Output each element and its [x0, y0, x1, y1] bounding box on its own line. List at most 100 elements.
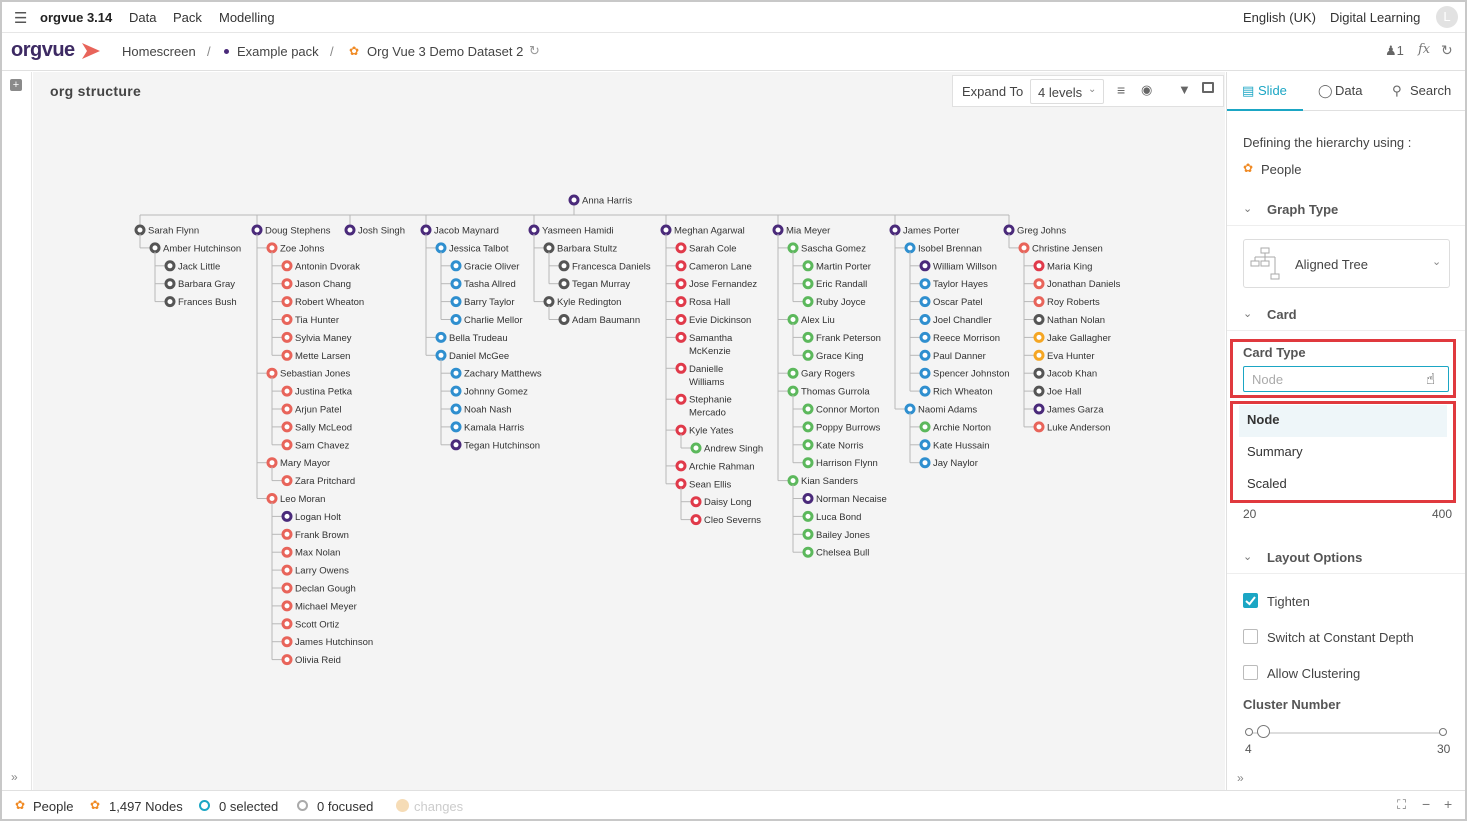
- menu-pack[interactable]: Pack: [173, 10, 202, 25]
- tree-node-scott-ortiz[interactable]: Scott Ortiz: [281, 618, 340, 630]
- tree-node-max-nolan[interactable]: Max Nolan: [281, 546, 340, 559]
- tree-node-tia-hunter[interactable]: Tia Hunter: [281, 314, 339, 326]
- tree-node-james-porter[interactable]: James Porter: [889, 224, 960, 237]
- tree-node-grace-king[interactable]: Grace King: [802, 349, 864, 362]
- tree-node-gracie-oliver[interactable]: Gracie Oliver: [450, 260, 519, 272]
- tree-node-jay-naylor[interactable]: Jay Naylor: [919, 457, 978, 469]
- breadcrumb-home[interactable]: Homescreen: [122, 44, 196, 59]
- tree-node-sean-ellis[interactable]: Sean Ellis: [675, 478, 731, 490]
- tree-node-luca-bond[interactable]: Luca Bond: [802, 510, 861, 523]
- tree-node-greg-johns[interactable]: Greg Johns: [1003, 224, 1066, 237]
- status-focused[interactable]: 0 focused: [317, 799, 374, 814]
- tree-node-leo-moran[interactable]: Leo Moran: [266, 493, 325, 505]
- card-header[interactable]: ⌄ Card: [1243, 307, 1297, 322]
- switch-depth-checkbox[interactable]: [1243, 629, 1258, 644]
- tree-node-kyle-redington[interactable]: Kyle Redington: [543, 296, 621, 308]
- tree-node-alex-liu[interactable]: Alex Liu: [787, 314, 835, 326]
- tree-node-anna-harris[interactable]: Anna Harris: [568, 194, 632, 207]
- cluster-slider-handle[interactable]: [1257, 725, 1270, 738]
- tree-node-ruby-joyce[interactable]: Ruby Joyce: [802, 296, 866, 308]
- tree-node-sylvia-maney[interactable]: Sylvia Maney: [281, 331, 352, 344]
- tree-node-adam-baumann[interactable]: Adam Baumann: [558, 314, 640, 326]
- tree-node-luke-anderson[interactable]: Luke Anderson: [1033, 421, 1110, 433]
- tree-node-charlie-mellor[interactable]: Charlie Mellor: [450, 314, 523, 326]
- hamburger-menu-icon[interactable]: ☰: [14, 10, 28, 27]
- status-selected[interactable]: 0 selected: [219, 799, 279, 814]
- tree-node-kyle-yates[interactable]: Kyle Yates: [675, 424, 734, 437]
- tree-node-tegan-hutchinson[interactable]: Tegan Hutchinson: [450, 439, 540, 451]
- tree-node-oscar-patel[interactable]: Oscar Patel: [919, 296, 983, 308]
- tree-node-sally-mcleod[interactable]: Sally McLeod: [281, 421, 352, 433]
- tree-node-samantha-mckenzie[interactable]: Samantha McKenzie: [675, 331, 733, 357]
- tree-node-sarah-cole[interactable]: Sarah Cole: [675, 242, 737, 254]
- status-people[interactable]: People: [33, 799, 74, 814]
- formula-icon[interactable]: fx: [1418, 42, 1431, 57]
- tab-data[interactable]: ◯ Data: [1303, 72, 1383, 111]
- tree-node-logan-holt[interactable]: Logan Holt: [281, 510, 341, 523]
- tree-node-michael-meyer[interactable]: Michael Meyer: [281, 600, 357, 612]
- status-changes[interactable]: changes: [414, 799, 464, 814]
- tree-node-harrison-flynn[interactable]: Harrison Flynn: [802, 457, 878, 469]
- sync-icon[interactable]: ↻: [1441, 42, 1453, 58]
- tab-slide[interactable]: ▤ Slide: [1227, 72, 1303, 111]
- tree-node-archie-rahman[interactable]: Archie Rahman: [675, 460, 754, 472]
- tree-node-christine-jensen[interactable]: Christine Jensen: [1018, 242, 1103, 254]
- tree-node-martin-porter[interactable]: Martin Porter: [802, 260, 871, 272]
- tree-node-arjun-patel[interactable]: Arjun Patel: [281, 403, 341, 416]
- breadcrumb-dataset[interactable]: Org Vue 3 Demo Dataset 2: [367, 44, 524, 59]
- tree-node-noah-nash[interactable]: Noah Nash: [450, 403, 512, 416]
- palette-icon[interactable]: ◉: [1141, 82, 1153, 97]
- tree-node-frances-bush[interactable]: Frances Bush: [164, 296, 237, 308]
- tree-node-amber-hutchinson[interactable]: Amber Hutchinson: [149, 242, 241, 254]
- tree-node-archie-norton[interactable]: Archie Norton: [919, 421, 991, 433]
- tree-node-cleo-severns[interactable]: Cleo Severns: [690, 514, 761, 526]
- tree-node-jonathan-daniels[interactable]: Jonathan Daniels: [1033, 278, 1121, 290]
- card-type-select[interactable]: Node ☝: [1243, 366, 1449, 392]
- tree-node-nathan-nolan[interactable]: Nathan Nolan: [1033, 314, 1105, 326]
- zoom-in-icon[interactable]: +: [1444, 796, 1453, 812]
- tree-node-sebastian-jones[interactable]: Sebastian Jones: [266, 367, 350, 380]
- tree-node-barbara-stultz[interactable]: Barbara Stultz: [543, 242, 617, 254]
- tree-node-declan-gough[interactable]: Declan Gough: [281, 582, 356, 595]
- tree-node-zachary-matthews[interactable]: Zachary Matthews: [450, 367, 542, 380]
- tree-node-connor-morton[interactable]: Connor Morton: [802, 403, 879, 416]
- tree-node-frank-brown[interactable]: Frank Brown: [281, 528, 349, 541]
- card-type-option-node[interactable]: Node: [1239, 405, 1447, 437]
- tree-node-sam-chavez[interactable]: Sam Chavez: [281, 439, 350, 451]
- tree-node-mary-mayor[interactable]: Mary Mayor: [266, 457, 330, 469]
- language-selector[interactable]: English (UK): [1243, 10, 1316, 25]
- tree-node-jack-little[interactable]: Jack Little: [164, 260, 220, 272]
- tree-node-maria-king[interactable]: Maria King: [1033, 260, 1092, 272]
- tree-node-frank-peterson[interactable]: Frank Peterson: [802, 331, 881, 344]
- tree-node-barbara-gray[interactable]: Barbara Gray: [164, 278, 235, 290]
- tree-node-zara-pritchard[interactable]: Zara Pritchard: [281, 475, 355, 487]
- tree-node-evie-dickinson[interactable]: Evie Dickinson: [675, 314, 751, 326]
- tree-node-eric-randall[interactable]: Eric Randall: [802, 278, 867, 290]
- tree-node-sarah-flynn[interactable]: Sarah Flynn: [134, 224, 199, 237]
- menu-modelling[interactable]: Modelling: [219, 10, 275, 25]
- menu-data[interactable]: Data: [129, 10, 157, 25]
- org-tree[interactable]: Anna Harris Sarah Flynn Amber Hutchinson Ja…: [33, 72, 1225, 790]
- tighten-checkbox[interactable]: [1243, 593, 1258, 608]
- tree-node-jacob-maynard[interactable]: Jacob Maynard: [420, 224, 499, 237]
- tree-node-jake-gallagher[interactable]: Jake Gallagher: [1033, 331, 1111, 344]
- tree-node-robert-wheaton[interactable]: Robert Wheaton: [281, 296, 364, 308]
- tree-node-meghan-agarwal[interactable]: Meghan Agarwal: [660, 224, 745, 237]
- tree-node-eva-hunter[interactable]: Eva Hunter: [1033, 349, 1095, 362]
- expand-left-icon[interactable]: »: [11, 770, 18, 784]
- tree-node-doug-stephens[interactable]: Doug Stephens: [251, 224, 331, 237]
- zoom-out-icon[interactable]: −: [1422, 796, 1431, 812]
- tree-node-yasmeen-hamidi[interactable]: Yasmeen Hamidi: [528, 224, 614, 237]
- graph-type-select[interactable]: Aligned Tree ⌄: [1243, 239, 1450, 288]
- tree-node-kate-hussain[interactable]: Kate Hussain: [919, 439, 990, 451]
- tree-node-gary-rogers[interactable]: Gary Rogers: [787, 367, 855, 380]
- fullscreen-icon[interactable]: ⛶: [1397, 797, 1407, 812]
- tree-node-roy-roberts[interactable]: Roy Roberts: [1033, 296, 1100, 308]
- tree-node-stephanie-mercado[interactable]: Stephanie Mercado: [675, 393, 732, 419]
- tree-node-mette-larsen[interactable]: Mette Larsen: [281, 349, 350, 362]
- tree-node-chelsea-bull[interactable]: Chelsea Bull: [802, 546, 869, 559]
- tree-node-francesca-daniels[interactable]: Francesca Daniels: [558, 260, 651, 272]
- refresh-link-icon[interactable]: ↻: [529, 43, 540, 58]
- tree-node-bailey-jones[interactable]: Bailey Jones: [802, 528, 870, 541]
- tree-node-james-garza[interactable]: James Garza: [1033, 403, 1104, 416]
